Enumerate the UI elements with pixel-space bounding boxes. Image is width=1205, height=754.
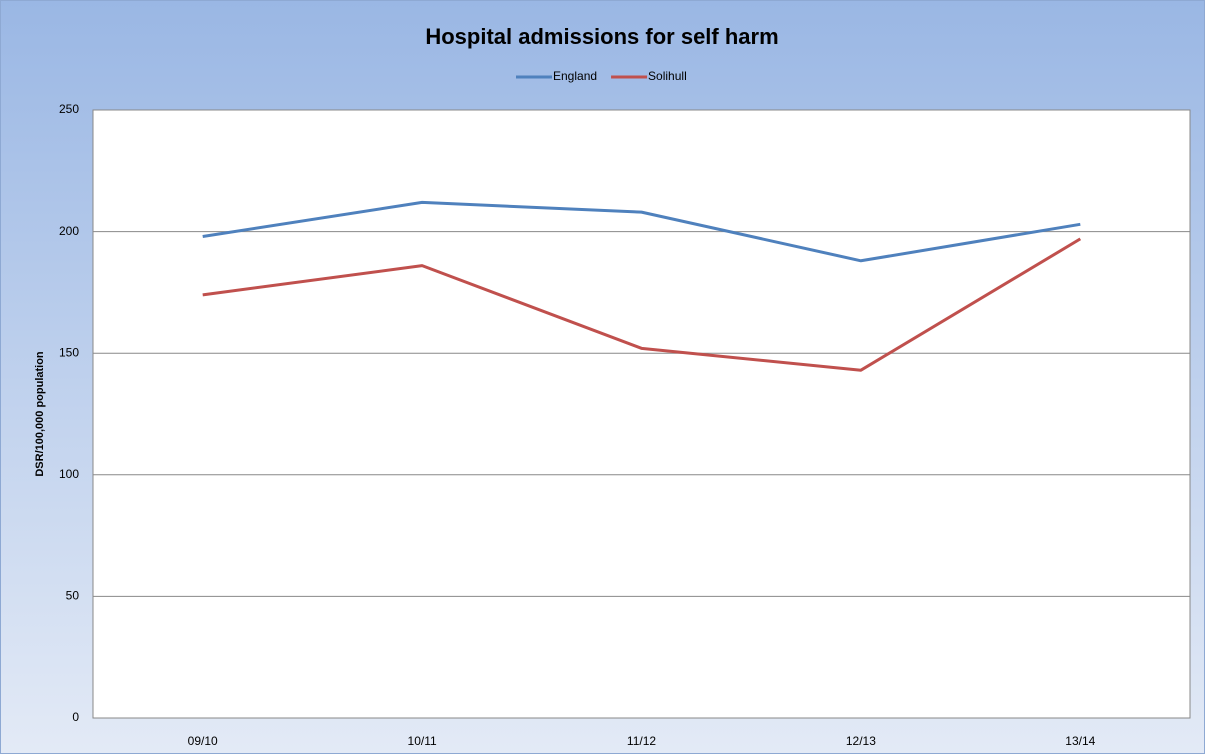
- x-tick-label: 12/13: [846, 734, 876, 748]
- chart-title: Hospital admissions for self harm: [425, 24, 778, 49]
- series-line: [202, 200, 1081, 263]
- y-tick-label: 150: [59, 345, 79, 359]
- plot-area: [92, 109, 1191, 719]
- y-tick-label: 250: [59, 102, 79, 116]
- series-line: [202, 237, 1082, 372]
- x-tick-label: 13/14: [1065, 734, 1095, 748]
- y-tick-label: 200: [59, 224, 79, 238]
- y-tick-label: 100: [59, 467, 79, 481]
- x-tick-label: 09/10: [188, 734, 218, 748]
- y-tick-label: 50: [66, 589, 80, 603]
- x-tick-label: 10/11: [408, 734, 437, 748]
- legend-label: England: [553, 69, 597, 83]
- y-axis-label: DSR/100,000 population: [34, 351, 46, 477]
- x-tick-label: 11/12: [627, 734, 656, 748]
- y-tick-label: 0: [72, 710, 79, 724]
- legend-label: Solihull: [648, 69, 687, 83]
